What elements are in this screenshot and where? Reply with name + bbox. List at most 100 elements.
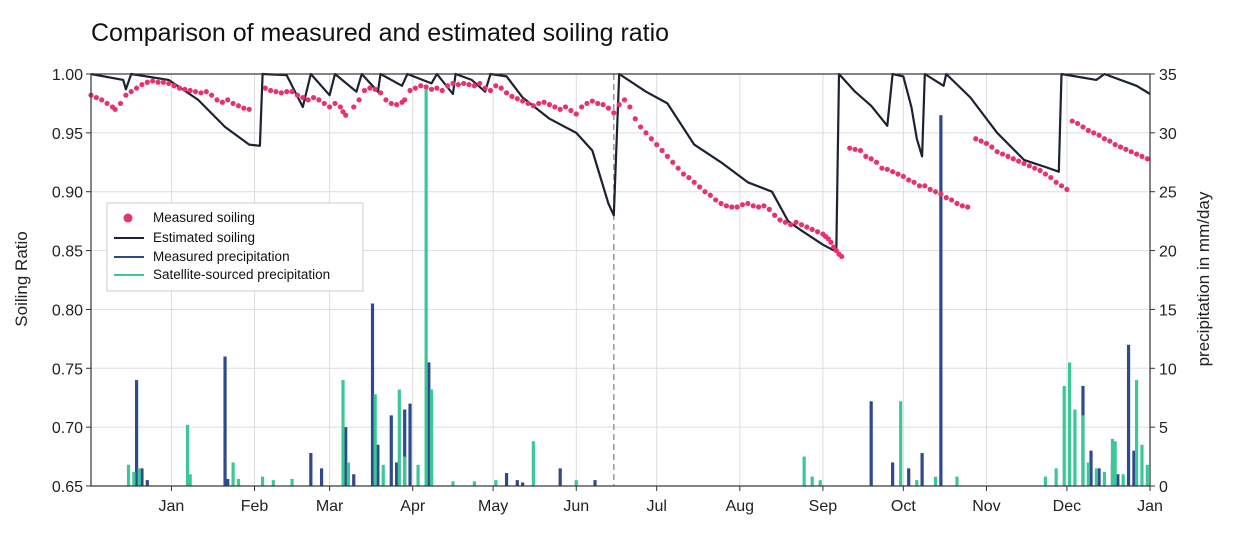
measured-soiling-point-111	[686, 174, 692, 181]
measured-soiling-point-171	[994, 149, 1000, 155]
measured-soiling-point-120	[734, 204, 740, 210]
x-tick-label-9: Oct	[891, 498, 916, 515]
satellite-bar-10	[341, 380, 345, 486]
y2-tick-label-7: 35	[1159, 67, 1177, 84]
y-tick-label-3: 0.80	[52, 302, 83, 319]
measured-soiling-point-158	[922, 183, 928, 189]
measured-soiling-point-17	[176, 85, 183, 91]
measured-soiling-point-102	[638, 124, 644, 130]
measured-soiling-point-91	[579, 104, 585, 110]
measured-soiling-point-182	[1053, 179, 1059, 185]
measured-soiling-point-37	[294, 92, 301, 98]
measured-soiling-point-146	[857, 147, 864, 154]
measured-soiling-point-87	[557, 106, 563, 112]
measured-soiling-point-95	[600, 102, 606, 108]
legend-marker-measured-soiling	[123, 213, 133, 223]
y2-tick-label-6: 30	[1159, 126, 1177, 143]
legend: Measured soiling Estimated soiling Measu…	[106, 202, 364, 292]
measured-soiling-point-55	[388, 100, 394, 107]
measured-soiling-point-34	[278, 90, 284, 96]
x-tick-label-4: May	[478, 498, 508, 515]
measured-soiling-point-68	[455, 81, 461, 88]
measured-soiling-point-22	[203, 89, 209, 95]
measured-bar-11	[389, 415, 393, 486]
satellite-bar-36	[1081, 415, 1085, 486]
legend-label-measured-soiling: Measured soiling	[153, 210, 255, 225]
measured-soiling-point-110	[680, 171, 687, 177]
measured-soiling-point-9	[133, 85, 140, 91]
measured-soiling-point-186	[1075, 120, 1081, 127]
measured-soiling-point-166	[965, 204, 971, 210]
measured-soiling-point-77	[503, 90, 510, 96]
measured-soiling-point-30	[246, 106, 252, 112]
measured-soiling-point-147	[863, 153, 869, 159]
measured-soiling-point-98	[616, 102, 622, 108]
measured-soiling-point-94	[595, 100, 601, 107]
estimated-soiling-path	[90, 72, 1151, 253]
satellite-bar-33	[1062, 385, 1066, 486]
legend-label-measured-precipitation: Measured precipitation	[153, 249, 290, 264]
measured-soiling-point-153	[895, 171, 901, 177]
x-tick-label-11: Dec	[1053, 498, 1081, 515]
measured-soiling-point-175	[1016, 158, 1022, 164]
measured-bar-1	[140, 468, 144, 486]
measured-soiling-point-117	[718, 200, 724, 207]
satellite-bar-23	[574, 480, 578, 486]
measured-bar-32	[1126, 344, 1131, 486]
measured-soiling-point-107	[664, 153, 671, 159]
measured-soiling-point-46	[340, 109, 346, 115]
satellite-bar-18	[429, 389, 434, 486]
measured-soiling-point-151	[884, 166, 890, 172]
measured-soiling-point-20	[192, 89, 199, 95]
measured-soiling-point-140	[831, 244, 837, 250]
measured-soiling-point-115	[707, 192, 713, 198]
satellite-bar-21	[494, 480, 498, 486]
chart-title: Comparison of measured and estimated soi…	[91, 19, 670, 47]
measured-soiling-point-44	[332, 100, 338, 107]
measured-soiling-point-27	[230, 100, 236, 107]
y2-tick-label-5: 25	[1159, 185, 1177, 202]
measured-soiling-point-167	[973, 136, 979, 142]
measured-soiling-point-187	[1080, 124, 1086, 130]
measured-soiling-point-189	[1091, 130, 1097, 136]
measured-bar-9	[370, 303, 375, 486]
measured-soiling-point-85	[546, 102, 553, 108]
measured-soiling-point-80	[520, 98, 526, 104]
measured-soiling-point-92	[584, 100, 590, 107]
measured-soiling-point-135	[814, 229, 821, 235]
measured-soiling-point-133	[804, 224, 810, 230]
measured-soiling-point-198	[1139, 153, 1145, 159]
measured-soiling-point-183	[1058, 183, 1065, 189]
satellite-bar-20	[472, 481, 476, 486]
measured-soiling-point-113	[696, 184, 703, 190]
measured-soiling-point-43	[327, 104, 333, 110]
estimated-soiling-line	[90, 72, 1151, 253]
measured-soiling-point-148	[868, 156, 874, 162]
measured-bar-19	[521, 482, 525, 486]
satellite-bar-35	[1073, 409, 1077, 486]
measured-soiling-point-193	[1112, 142, 1118, 148]
left-axis: 0.65 0.70 0.75 0.80 0.85 0.90 0.95 1.00	[52, 67, 91, 496]
satellite-bar-13	[381, 464, 385, 486]
measured-bar-21	[593, 480, 597, 486]
measured-soiling-point-70	[466, 81, 472, 88]
y-tick-label-2: 0.75	[52, 361, 83, 378]
measured-bar-13	[403, 409, 407, 486]
measured-bar-0	[134, 380, 139, 486]
satellite-bar-43	[1134, 380, 1139, 486]
measured-soiling-point-56	[394, 102, 400, 108]
measured-soiling-point-163	[949, 197, 955, 203]
satellite-bar-8	[271, 480, 275, 486]
measured-bar-10	[376, 444, 380, 486]
measured-soiling-point-169	[983, 140, 990, 147]
measured-soiling-point-157	[916, 183, 923, 189]
y2-axis-label: precipitation in mm/day	[1194, 191, 1213, 366]
measured-bar-17	[504, 473, 509, 486]
measured-soiling-point-118	[723, 203, 730, 209]
y-tick-label-7: 1.00	[52, 67, 83, 84]
measured-soiling-point-106	[659, 147, 665, 154]
measured-soiling-point-40	[310, 94, 317, 101]
y-tick-label-4: 0.85	[52, 244, 83, 261]
measured-bar-25	[920, 453, 924, 486]
measured-soiling-point-84	[541, 99, 547, 105]
